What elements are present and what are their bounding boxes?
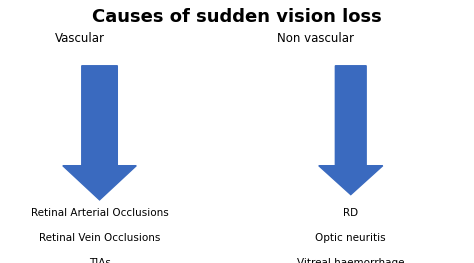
Text: Non vascular: Non vascular <box>277 32 354 45</box>
Polygon shape <box>63 66 136 200</box>
Text: Optic neuritis: Optic neuritis <box>316 233 386 243</box>
Text: Retinal Arterial Occlusions: Retinal Arterial Occlusions <box>31 208 168 218</box>
Text: Vitreal haemorrhage: Vitreal haemorrhage <box>297 258 404 263</box>
Text: Retinal Vein Occlusions: Retinal Vein Occlusions <box>39 233 160 243</box>
Polygon shape <box>319 66 383 195</box>
Text: RD: RD <box>343 208 358 218</box>
Text: TIAs: TIAs <box>89 258 110 263</box>
Text: Causes of sudden vision loss: Causes of sudden vision loss <box>92 8 382 26</box>
Text: Vascular: Vascular <box>55 32 104 45</box>
